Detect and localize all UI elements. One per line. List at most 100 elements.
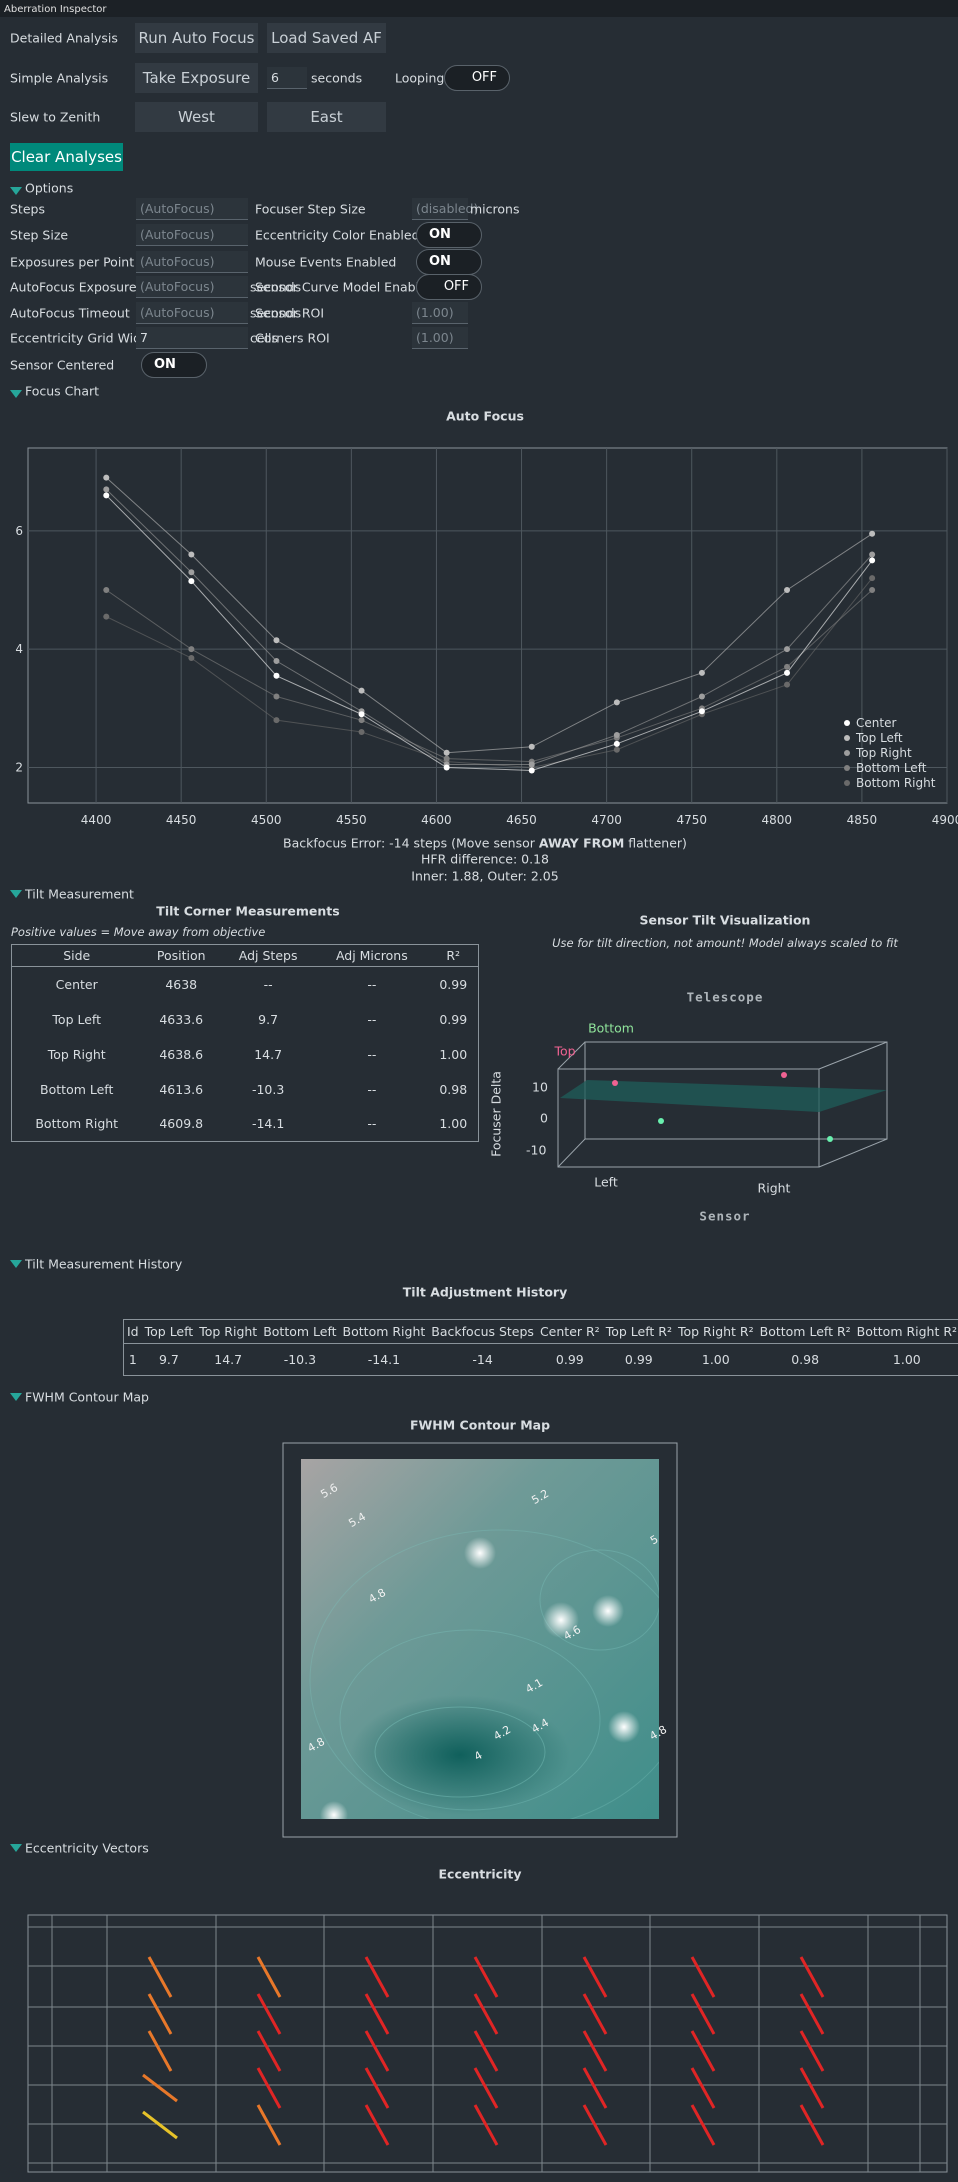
eccentricity-vector [256, 2104, 282, 2146]
toggle[interactable]: ON [416, 249, 482, 275]
eccentricity-vector [799, 2030, 825, 2072]
table-cell: Top Right [196, 1319, 261, 1344]
option-input[interactable]: (1.00) [412, 327, 468, 349]
table-cell: Top Right [47, 1046, 106, 1062]
expander-arrow [10, 1393, 22, 1401]
point [869, 551, 876, 558]
x-tick-label: 4550 [336, 813, 367, 827]
table-cell: 0.99 [439, 976, 468, 992]
viz-bottom-label: Sensor [699, 1208, 751, 1224]
table-cell: -- [367, 1046, 377, 1062]
legend-marker [844, 735, 850, 741]
toggle[interactable]: ON [141, 352, 207, 378]
eccentricity-vector [690, 2067, 716, 2109]
viz-subtitle: Use for tilt direction, not amount! Mode… [552, 936, 898, 950]
focus-chart-header[interactable]: Focus Chart [25, 383, 100, 399]
eccentricity-vector [473, 2104, 499, 2146]
table-cell: Bottom Right [35, 1116, 119, 1132]
eccentricity-title: Eccentricity [438, 1866, 522, 1882]
button[interactable]: East [267, 102, 386, 132]
tilt-note: Positive values = Move away from objecti… [11, 925, 266, 939]
table-cell: 4638 [165, 976, 198, 992]
point [103, 492, 110, 499]
point [443, 749, 450, 756]
option-label: Step Size [10, 227, 69, 243]
point [273, 672, 280, 679]
table-cell: Bottom Left [260, 1319, 340, 1344]
button[interactable]: Take Exposure [135, 63, 258, 93]
chart-title: Auto Focus [446, 408, 524, 424]
option-input[interactable]: 7 [136, 327, 248, 349]
point [273, 637, 280, 644]
fwhm-header[interactable]: FWHM Contour Map [25, 1389, 149, 1405]
viz-corner-label: Right [757, 1180, 791, 1196]
table-cell: -10.3 [283, 1352, 317, 1367]
x-tick-label: 4850 [847, 813, 878, 827]
x-tick-label: 4900 [932, 813, 958, 827]
table-row: 1 9.7 14.7 -10.3 -14.1 -14 0.99 0.99 1.00 0.98 1.0… [124, 1344, 958, 1376]
table-cell: 4609.8 [159, 1116, 204, 1132]
toggle[interactable]: ON [416, 222, 482, 248]
table-cell: Top Left [141, 1319, 197, 1344]
text: flattener) [624, 835, 687, 851]
button[interactable]: West [135, 102, 258, 132]
option-unit: seconds [250, 305, 302, 321]
options-header[interactable]: Options [25, 180, 74, 196]
tilt-header[interactable]: Tilt Measurement [25, 886, 134, 902]
history-header[interactable]: Tilt Measurement History [25, 1256, 183, 1272]
tilt-plane [560, 1080, 887, 1112]
option-input[interactable]: (AutoFocus) [136, 302, 248, 324]
option-label: Corners ROI [255, 330, 330, 346]
point [188, 646, 195, 653]
tilt-box [557, 1041, 888, 1168]
option-input[interactable]: (1.00) [412, 302, 468, 324]
eccentricity-vector [147, 2030, 173, 2072]
option-input[interactable]: (AutoFocus) [136, 276, 248, 298]
option-input[interactable]: (AutoFocus) [136, 251, 248, 273]
button[interactable]: Run Auto Focus [135, 23, 258, 53]
table-cell: 0.98 [439, 1081, 468, 1097]
emphasis: AWAY FROM [538, 835, 625, 851]
point [528, 767, 535, 774]
table-row: Bottom Left 4613.6 -10.3 -- 0.98 [12, 1072, 479, 1107]
button[interactable]: Load Saved AF [267, 23, 386, 53]
table-cell: Bottom Left R² [756, 1319, 854, 1344]
eccentricity-vector [690, 2104, 716, 2146]
series-line [105, 589, 873, 763]
eccentricity-vector [473, 1956, 499, 1998]
eccentricity-vector [582, 1956, 608, 1998]
eccentricity-header[interactable]: Eccentricity Vectors [25, 1840, 149, 1856]
legend-marker [844, 720, 850, 726]
point [188, 551, 195, 558]
point [188, 655, 195, 662]
toggle[interactable]: OFF [416, 274, 482, 300]
option-input[interactable]: (AutoFocus) [136, 198, 248, 220]
tilt-point [781, 1072, 787, 1078]
option-input[interactable]: (disabled) [412, 198, 478, 220]
expander-arrow [10, 1260, 22, 1268]
option-input[interactable]: (AutoFocus) [136, 224, 248, 246]
tilt-point [612, 1080, 618, 1086]
table-row: Top Left 4633.6 9.7 -- 0.99 [12, 1002, 479, 1037]
x-tick-label: 4400 [81, 813, 112, 827]
series-line [105, 489, 873, 766]
toggle[interactable]: OFF [444, 65, 510, 91]
eccentricity-vector [799, 1993, 825, 2035]
point [188, 578, 195, 585]
viz-tick: 10 [532, 1079, 548, 1095]
x-tick-label: 4750 [676, 813, 707, 827]
table-cell: Position [141, 944, 222, 967]
table-cell: -- [367, 976, 377, 992]
table-row: Id Top Left Top Right Bottom Left Bottom Rig… [123, 1319, 958, 1344]
fwhm-title: FWHM Contour Map [409, 1417, 551, 1433]
eccentricity-vector [364, 1956, 390, 1998]
eccentricity-vector [147, 1993, 173, 2035]
eccentricity-vector [582, 2030, 608, 2072]
table-row: Side Position Adj Steps Adj Microns R² [11, 944, 479, 967]
clear-analyses-button[interactable]: Clear Analyses [10, 143, 123, 171]
exposure-input[interactable]: 6 [267, 67, 307, 89]
table: Side Position Adj Steps Adj Microns R² Center… [11, 944, 479, 1142]
eccentricity-vector [364, 2067, 390, 2109]
option-label: Exposures per Point [10, 254, 135, 270]
point [528, 761, 535, 768]
